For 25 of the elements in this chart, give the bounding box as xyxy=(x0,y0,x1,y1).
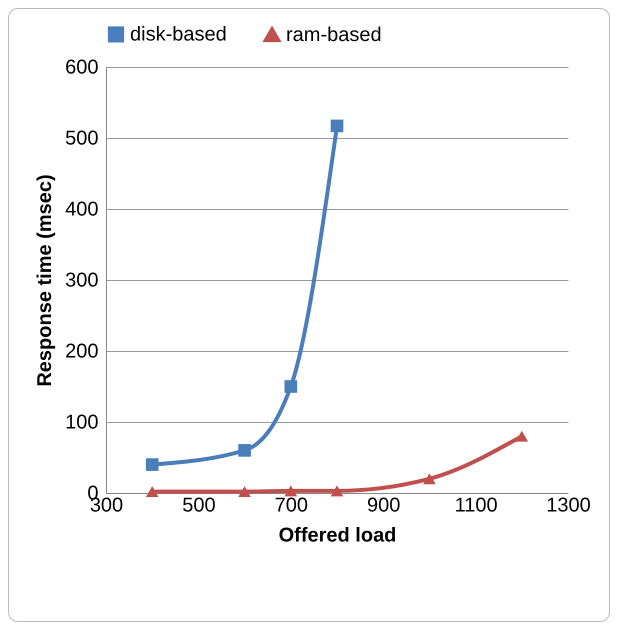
x-tick-label: 1100 xyxy=(454,494,498,516)
x-axis-title: Offered load xyxy=(278,524,396,546)
y-tick-label: 500 xyxy=(65,128,98,150)
point xyxy=(423,473,436,484)
y-tick-label: 600 xyxy=(65,56,98,78)
point xyxy=(515,430,528,442)
point xyxy=(330,120,344,132)
point xyxy=(238,486,251,498)
point xyxy=(284,380,298,393)
x-tick-label: 500 xyxy=(182,494,216,516)
x-tick-label: 700 xyxy=(274,494,308,516)
y-tick-label: 200 xyxy=(65,340,98,362)
y-tick-label: 400 xyxy=(65,198,98,220)
legend-label: ram-based xyxy=(286,24,382,46)
y-tick-label: 300 xyxy=(65,270,98,292)
point xyxy=(284,485,298,496)
legend-label: disk-based xyxy=(130,23,227,46)
point xyxy=(146,486,159,498)
y-tick-label: 100 xyxy=(65,412,98,434)
point xyxy=(238,444,251,457)
point xyxy=(146,458,159,471)
point xyxy=(330,485,344,496)
x-tick-label: 900 xyxy=(367,494,400,516)
y-axis-title: Response time (msec) xyxy=(34,174,56,387)
x-tick-label: 1300 xyxy=(546,494,591,516)
